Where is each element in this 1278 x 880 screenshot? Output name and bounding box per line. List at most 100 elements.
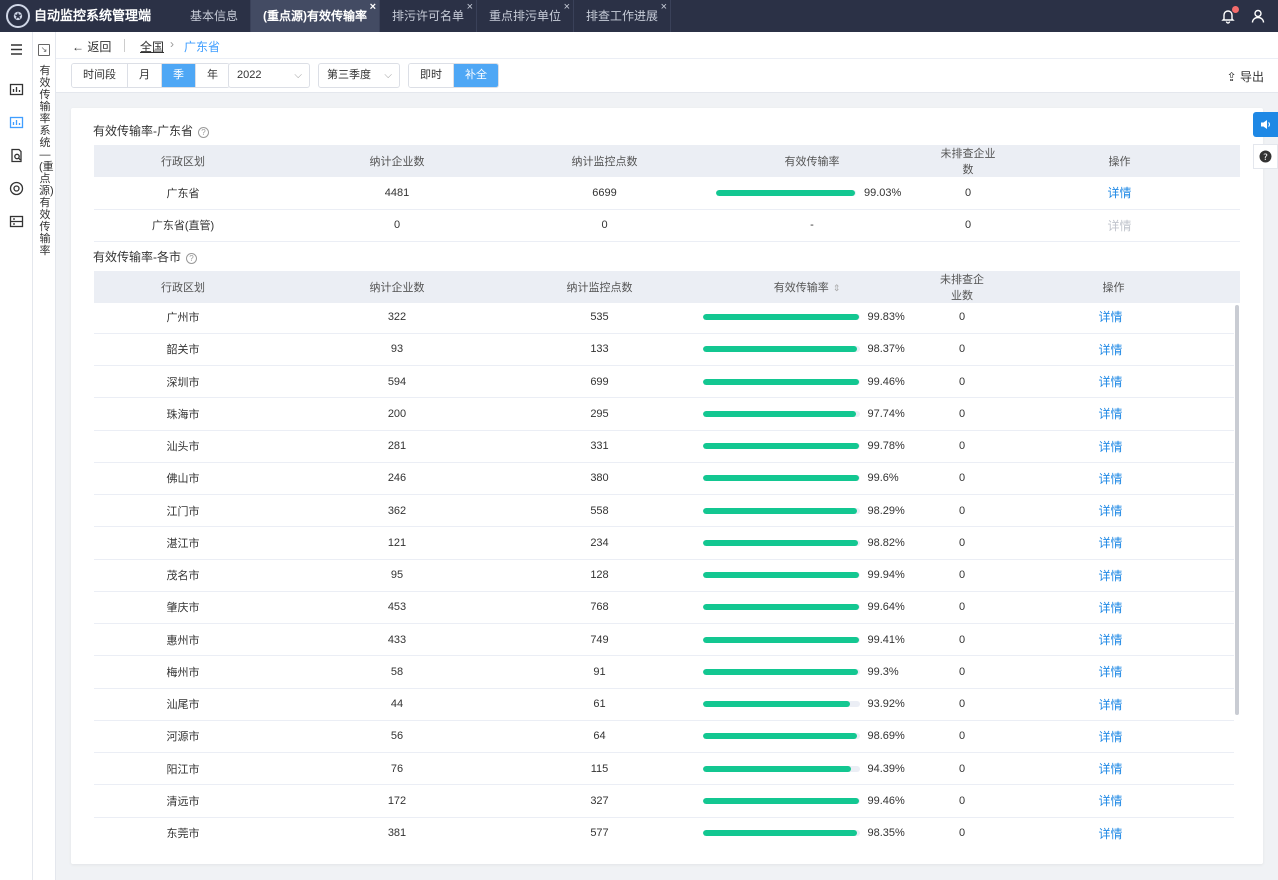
details-link[interactable]: 详情	[1098, 310, 1123, 325]
back-button[interactable]: ← 返回	[72, 38, 111, 55]
details-link[interactable]: 详情	[1098, 665, 1123, 680]
details-link[interactable]: 详情	[1098, 729, 1123, 744]
column-header: 操作	[987, 271, 1240, 303]
table-row: 梅州市 58 91 99.3% 0 详情	[94, 655, 1234, 689]
period-button-3[interactable]: 年	[196, 64, 229, 87]
year-select[interactable]: 2022 ⌵	[228, 63, 310, 88]
export-button[interactable]: ⇪ 导出	[1227, 68, 1264, 85]
vertical-scrollbar[interactable]	[1235, 305, 1239, 715]
cell-companies: 4481	[272, 177, 522, 210]
details-link[interactable]: 详情	[1098, 375, 1123, 390]
tab-strip: 基本信息 (重点源)有效传输率 × 排污许可名单 × 重点排污单位 × 排查工作进展 ×	[178, 0, 672, 32]
details-link[interactable]: 详情	[1098, 794, 1123, 809]
details-link[interactable]: 详情	[1107, 186, 1132, 201]
bell-icon[interactable]	[1220, 6, 1239, 24]
rate-value: 99.6%	[867, 472, 899, 485]
cell-unchecked: 0	[937, 209, 999, 242]
close-icon[interactable]: ×	[563, 1, 571, 13]
period-button-0[interactable]: 时间段	[72, 64, 128, 87]
tab-4[interactable]: 排查工作进展 ×	[574, 0, 672, 32]
details-link[interactable]: 详情	[1098, 568, 1123, 583]
details-link[interactable]: 详情	[1098, 342, 1123, 357]
quarter-select[interactable]: 第三季度 ⌵	[318, 63, 400, 88]
cell-action: 详情	[987, 397, 1234, 431]
rate-value: 97.74%	[867, 407, 905, 420]
close-icon[interactable]: ×	[466, 1, 474, 13]
close-icon[interactable]: ×	[660, 1, 668, 13]
cell-rate: -	[687, 209, 937, 242]
tab-0[interactable]: 基本信息	[178, 0, 252, 32]
cell-rate: 94.39%	[677, 752, 937, 786]
upload-icon: ⇪	[1226, 70, 1237, 84]
svg-text:?: ?	[1263, 153, 1268, 163]
tab-1[interactable]: (重点源)有效传输率 ×	[251, 0, 381, 32]
column-header: 有效传输率	[687, 145, 937, 177]
details-link[interactable]: 详情	[1098, 439, 1123, 454]
cell-action: 详情	[987, 559, 1234, 592]
cell-points: 61	[522, 688, 677, 721]
column-header[interactable]: 有效传输率 ⇕	[677, 271, 937, 303]
monitor-target-icon[interactable]	[8, 180, 25, 197]
table-row: 汕头市 281 331 99.78% 0 详情	[94, 430, 1234, 463]
progress-bar	[702, 539, 860, 546]
progress-fill	[702, 572, 860, 579]
details-link[interactable]: 详情	[1098, 762, 1123, 777]
mode-button-0[interactable]: 即时	[409, 64, 454, 87]
sort-icon[interactable]: ⇕	[832, 283, 841, 293]
rate-value: 99.83%	[867, 310, 905, 323]
cell-region: 深圳市	[94, 365, 272, 399]
database-icon[interactable]	[8, 213, 25, 230]
province-section-title: 有效传输率-广东省?	[93, 122, 209, 139]
period-button-1[interactable]: 月	[128, 64, 162, 87]
chart-icon[interactable]	[8, 81, 25, 98]
top-bar: ✪ 自动监控系统管理端 基本信息 (重点源)有效传输率 × 排污许可名单 × 重点排污单位…	[0, 0, 1278, 32]
document-search-icon[interactable]	[8, 147, 25, 164]
details-link[interactable]: 详情	[1098, 826, 1123, 841]
user-icon[interactable]	[1250, 8, 1266, 24]
subnav-label[interactable]: 有效传输率系统—(重点源)有效传输率	[39, 65, 54, 257]
speaker-button[interactable]	[1253, 112, 1278, 137]
rate-value: 94.39%	[867, 762, 905, 775]
menu-icon[interactable]	[8, 41, 25, 58]
tab-3[interactable]: 重点排污单位 ×	[477, 0, 575, 32]
details-link[interactable]: 详情	[1098, 504, 1123, 519]
cell-companies: 246	[272, 462, 522, 496]
help-icon[interactable]: ?	[186, 253, 197, 264]
details-link[interactable]: 详情	[1098, 600, 1123, 615]
details-link[interactable]: 详情	[1098, 471, 1123, 486]
cell-rate: 98.29%	[677, 494, 937, 528]
breadcrumb-root-link[interactable]: 全国	[140, 40, 165, 54]
chevron-right-icon: ›	[170, 37, 174, 51]
details-link[interactable]: 详情	[1098, 407, 1123, 422]
collapse-icon[interactable]: ↘	[38, 44, 50, 56]
help-icon[interactable]: ?	[198, 127, 209, 138]
mode-button-group: 即时 补全	[408, 63, 499, 88]
progress-bar	[702, 701, 860, 708]
progress-bar	[702, 830, 860, 837]
column-header-label: 行政区划	[161, 156, 205, 168]
close-icon[interactable]: ×	[369, 1, 377, 13]
details-link[interactable]: 详情	[1098, 697, 1123, 712]
tab-2[interactable]: 排污许可名单 ×	[380, 0, 478, 32]
progress-fill	[702, 668, 859, 675]
column-header: 未排查企业数	[937, 271, 987, 303]
city-table-header: 行政区划 纳计企业数 纳计监控点数 有效传输率 ⇕ 未排查企业数 操作	[94, 271, 1240, 303]
help-button[interactable]: ?	[1253, 144, 1278, 169]
progress-fill	[702, 475, 859, 482]
progress-bar	[702, 346, 860, 353]
cell-action: 详情	[987, 462, 1234, 496]
progress-fill	[702, 378, 859, 385]
period-button-2[interactable]: 季	[162, 64, 196, 87]
city-table-body[interactable]: 广州市 322 535 99.83% 0 详情 韶关市 93 133 98.37% 0 详情 深圳市 59…	[94, 301, 1240, 847]
details-link[interactable]: 详情	[1098, 536, 1123, 551]
table-row: 惠州市 433 749 99.41% 0 详情	[94, 623, 1234, 657]
table-row: 东莞市 381 577 98.35% 0 详情	[94, 817, 1234, 847]
cell-unchecked: 0	[937, 365, 987, 399]
details-link[interactable]: 详情	[1098, 633, 1123, 648]
rate-chart-icon[interactable]	[8, 114, 25, 131]
cell-rate: 98.82%	[677, 526, 937, 560]
mode-button-1[interactable]: 补全	[454, 64, 498, 87]
cell-unchecked: 0	[937, 301, 987, 334]
cell-unchecked: 0	[937, 591, 987, 625]
quarter-value: 第三季度	[327, 69, 371, 81]
